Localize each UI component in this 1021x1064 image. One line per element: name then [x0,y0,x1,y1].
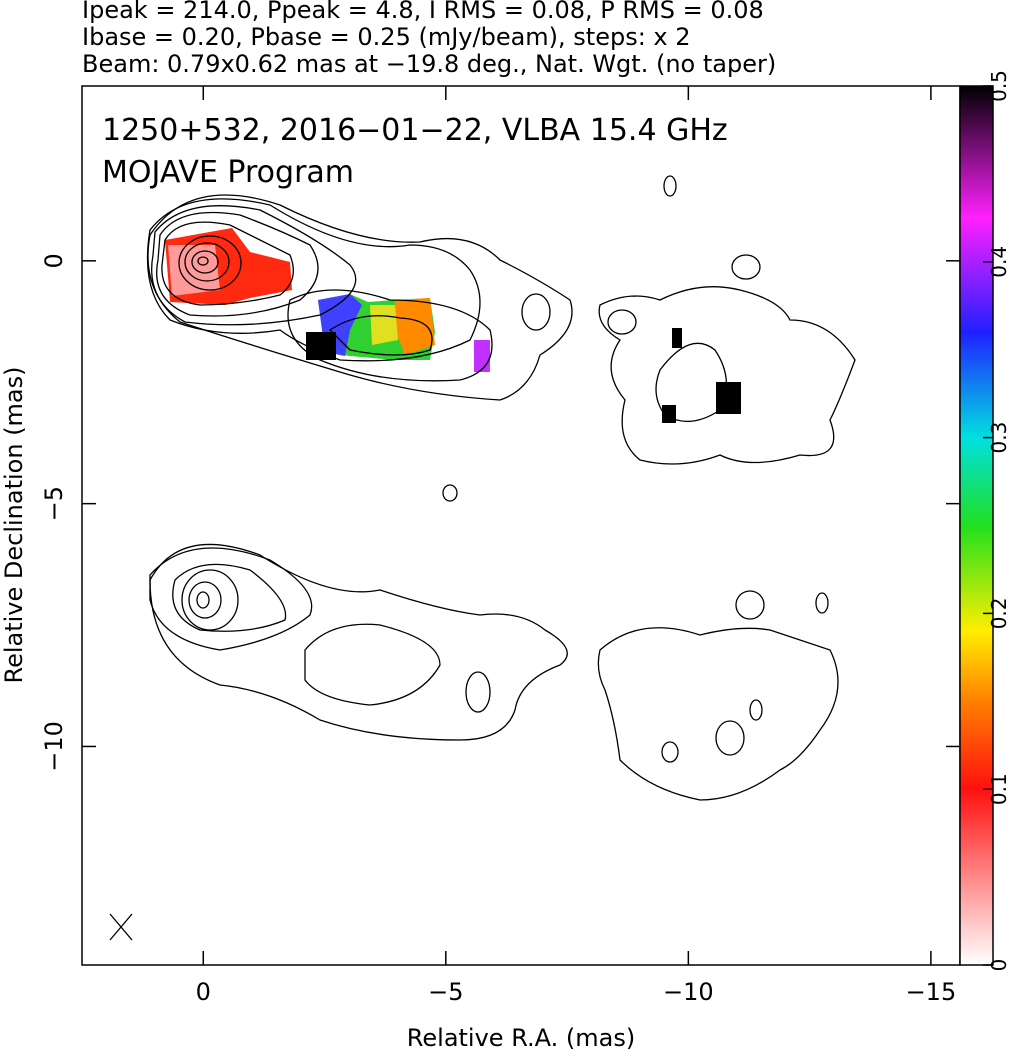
header-line: Beam: 0.79x0.62 mas at −19.8 deg., Nat. … [82,50,776,78]
x-tick-label: −5 [428,978,463,1006]
annotation: 1250+532, 2016−01−22, VLBA 15.4 GHz [102,113,728,148]
y-tick-label: −10 [40,721,68,772]
header-line: Ibase = 0.20, Pbase = 0.25 (mJy/beam), s… [82,23,691,51]
y-axis-label: Relative Declination (mas) [0,366,28,683]
plot-frame [81,85,961,966]
y-tick-label: 0 [40,253,68,268]
x-tick-label: −10 [663,978,714,1006]
annotation: MOJAVE Program [102,155,354,190]
x-axis-label: Relative R.A. (mas) [407,1024,635,1052]
colorbar-tick-label: 0.1 [987,773,1011,805]
colorbar-tick-label: 0.3 [987,422,1011,454]
colorbar-tick-label: 0.2 [987,597,1011,629]
x-tick-label: 0 [196,978,211,1006]
x-tick-label: −15 [906,978,957,1006]
header-line: Ipeak = 214.0, Ppeak = 4.8, I RMS = 0.08… [82,0,764,24]
colorbar [959,85,994,966]
colorbar-tick-label: 0.4 [987,246,1011,278]
colorbar-tick-label: 0 [987,959,1011,972]
polarization-pixels [165,228,741,423]
colorbar-tick-label: 0.5 [987,70,1011,102]
contours [109,175,856,941]
y-tick-label: −5 [40,486,68,521]
